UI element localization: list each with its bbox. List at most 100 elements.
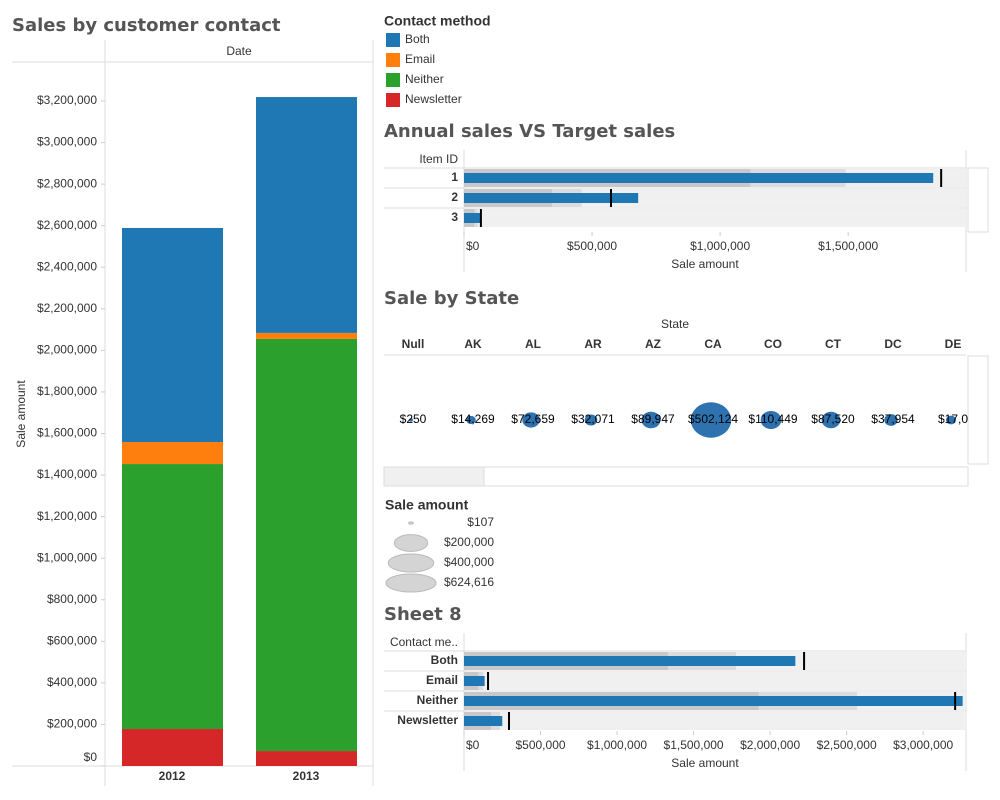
column-label: AL (525, 337, 541, 351)
row-background (464, 672, 966, 690)
row-label: Newsletter (397, 713, 458, 727)
row-label: 3 (451, 210, 458, 224)
y-axis-label: Sale amount (14, 380, 28, 448)
data-label: $32,071 (571, 412, 615, 426)
y-tick-label: $1,800,000 (37, 384, 97, 398)
row-background (464, 209, 966, 227)
y-tick-label: $200,000 (47, 717, 97, 731)
legend-swatch (386, 33, 400, 47)
column-label: DC (884, 337, 902, 351)
chart-title: Sale by State (384, 288, 519, 309)
legend-swatch (386, 73, 400, 87)
bar-segment (256, 751, 357, 766)
data-label: $17,0 (938, 412, 968, 426)
x-tick-label: $0 (466, 239, 480, 253)
y-tick-label: $0 (84, 750, 98, 764)
y-tick-label: $2,000,000 (37, 343, 97, 357)
bar (464, 193, 639, 203)
column-label: DE (945, 337, 962, 351)
y-tick-label: $400,000 (47, 675, 97, 689)
data-label: $72,659 (511, 412, 555, 426)
bar (464, 716, 503, 726)
column-header: State (661, 317, 689, 331)
chart-title: Annual sales VS Target sales (384, 121, 675, 142)
size-legend-mark (387, 553, 435, 573)
y-tick-label: $1,400,000 (37, 467, 97, 481)
x-tick-label: $2,000,000 (740, 738, 800, 752)
x-tick-label: $1,500,000 (664, 738, 724, 752)
legend-swatch (386, 93, 400, 107)
data-label: $89,947 (631, 412, 675, 426)
size-legend-mark (385, 573, 437, 593)
column-label: Null (402, 337, 425, 351)
x-tick-label: $500,000 (567, 239, 617, 253)
column-label: CA (704, 337, 722, 351)
x-tick-label: 2013 (293, 769, 320, 783)
y-tick-label: $800,000 (47, 592, 97, 606)
x-axis-label: Sale amount (671, 257, 739, 271)
data-label: $37,954 (871, 412, 915, 426)
bar-segment (256, 332, 357, 339)
size-legend-label: $107 (467, 515, 494, 529)
bar (464, 173, 934, 183)
frames (12, 40, 989, 786)
bar-segment (122, 442, 223, 465)
bar-segment (122, 729, 223, 766)
bar (464, 676, 485, 686)
state-shape (641, 411, 661, 429)
bar-segment (256, 338, 357, 752)
state-shape (584, 414, 598, 426)
size-legend-label: $400,000 (444, 555, 494, 569)
size-legend-label: $200,000 (444, 535, 494, 549)
row-label: Both (431, 653, 458, 667)
x-tick-label: $3,000,000 (893, 738, 953, 752)
row-background (464, 712, 966, 730)
state-shape (884, 414, 898, 426)
y-tick-label: $3,000,000 (37, 135, 97, 149)
state-shape (522, 412, 540, 428)
bar-segment (122, 227, 223, 443)
x-tick-label: $1,500,000 (818, 239, 878, 253)
column-label: AZ (645, 337, 661, 351)
y-tick-label: $600,000 (47, 633, 97, 647)
y-tick-label: $1,000,000 (37, 550, 97, 564)
legend-swatch (386, 53, 400, 67)
column-header: Date (226, 44, 252, 58)
data-label: $250 (400, 412, 427, 426)
row-header: Item ID (419, 152, 458, 166)
row-header: Contact me.. (390, 635, 458, 649)
row-label: Email (426, 673, 458, 687)
state-shape (945, 415, 957, 425)
y-tick-label: $1,200,000 (37, 509, 97, 523)
x-tick-label: $2,500,000 (817, 738, 877, 752)
y-tick-label: $2,800,000 (37, 176, 97, 190)
data-label: $14,269 (451, 412, 495, 426)
legend-label: Newsletter (405, 92, 462, 106)
legend-title: Contact method (384, 13, 491, 29)
scrollbar[interactable] (967, 167, 989, 233)
bar-segment (122, 464, 223, 730)
y-tick-label: $2,600,000 (37, 218, 97, 232)
size-legend-mark (408, 521, 414, 525)
x-tick-label: $0 (466, 738, 480, 752)
size-legend-title: Sale amount (385, 497, 469, 513)
size-legend-mark (393, 534, 429, 552)
x-tick-label: $1,000,000 (587, 738, 647, 752)
bar (464, 213, 481, 223)
x-tick-label: $1,000,000 (690, 239, 750, 253)
chart-title: Sheet 8 (384, 604, 462, 625)
legend-label: Email (405, 52, 435, 66)
x-tick-label: 2012 (159, 769, 186, 783)
state-shape (821, 411, 841, 429)
legend-label: Both (405, 32, 430, 46)
scroll-thumb[interactable] (383, 466, 485, 487)
state-shape (760, 410, 782, 430)
scrollbar[interactable] (967, 355, 989, 465)
column-label: CT (825, 337, 842, 351)
chart-title: Sales by customer contact (12, 15, 281, 36)
row-label: 2 (451, 190, 458, 204)
row-label: 1 (451, 170, 458, 184)
legend-label: Neither (405, 72, 444, 86)
x-tick-label: $500,000 (515, 738, 565, 752)
